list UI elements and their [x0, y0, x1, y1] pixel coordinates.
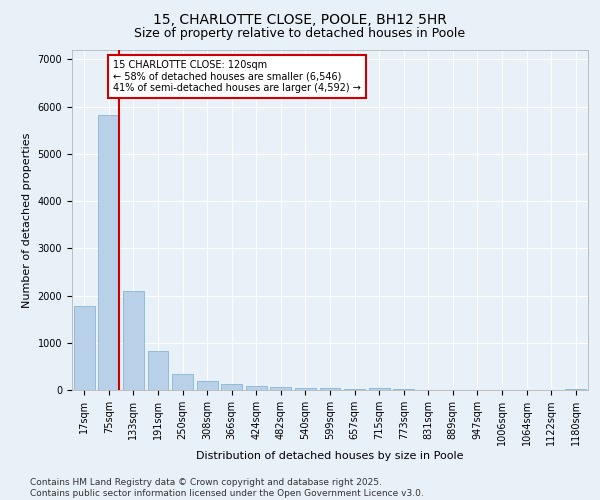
Bar — [246, 386, 267, 390]
Bar — [368, 388, 389, 390]
Bar — [221, 384, 242, 390]
X-axis label: Distribution of detached houses by size in Poole: Distribution of detached houses by size … — [196, 451, 464, 461]
Text: Contains HM Land Registry data © Crown copyright and database right 2025.
Contai: Contains HM Land Registry data © Crown c… — [30, 478, 424, 498]
Bar — [344, 388, 365, 390]
Y-axis label: Number of detached properties: Number of detached properties — [22, 132, 32, 308]
Bar — [295, 388, 316, 390]
Bar — [271, 387, 292, 390]
Text: 15 CHARLOTTE CLOSE: 120sqm
← 58% of detached houses are smaller (6,546)
41% of s: 15 CHARLOTTE CLOSE: 120sqm ← 58% of deta… — [113, 60, 361, 94]
Bar — [98, 115, 119, 390]
Bar — [74, 306, 95, 390]
Bar — [565, 388, 586, 390]
Bar — [320, 388, 340, 390]
Bar — [148, 352, 169, 390]
Bar — [172, 374, 193, 390]
Bar — [197, 380, 218, 390]
Text: Size of property relative to detached houses in Poole: Size of property relative to detached ho… — [134, 28, 466, 40]
Bar — [123, 291, 144, 390]
Text: 15, CHARLOTTE CLOSE, POOLE, BH12 5HR: 15, CHARLOTTE CLOSE, POOLE, BH12 5HR — [153, 12, 447, 26]
